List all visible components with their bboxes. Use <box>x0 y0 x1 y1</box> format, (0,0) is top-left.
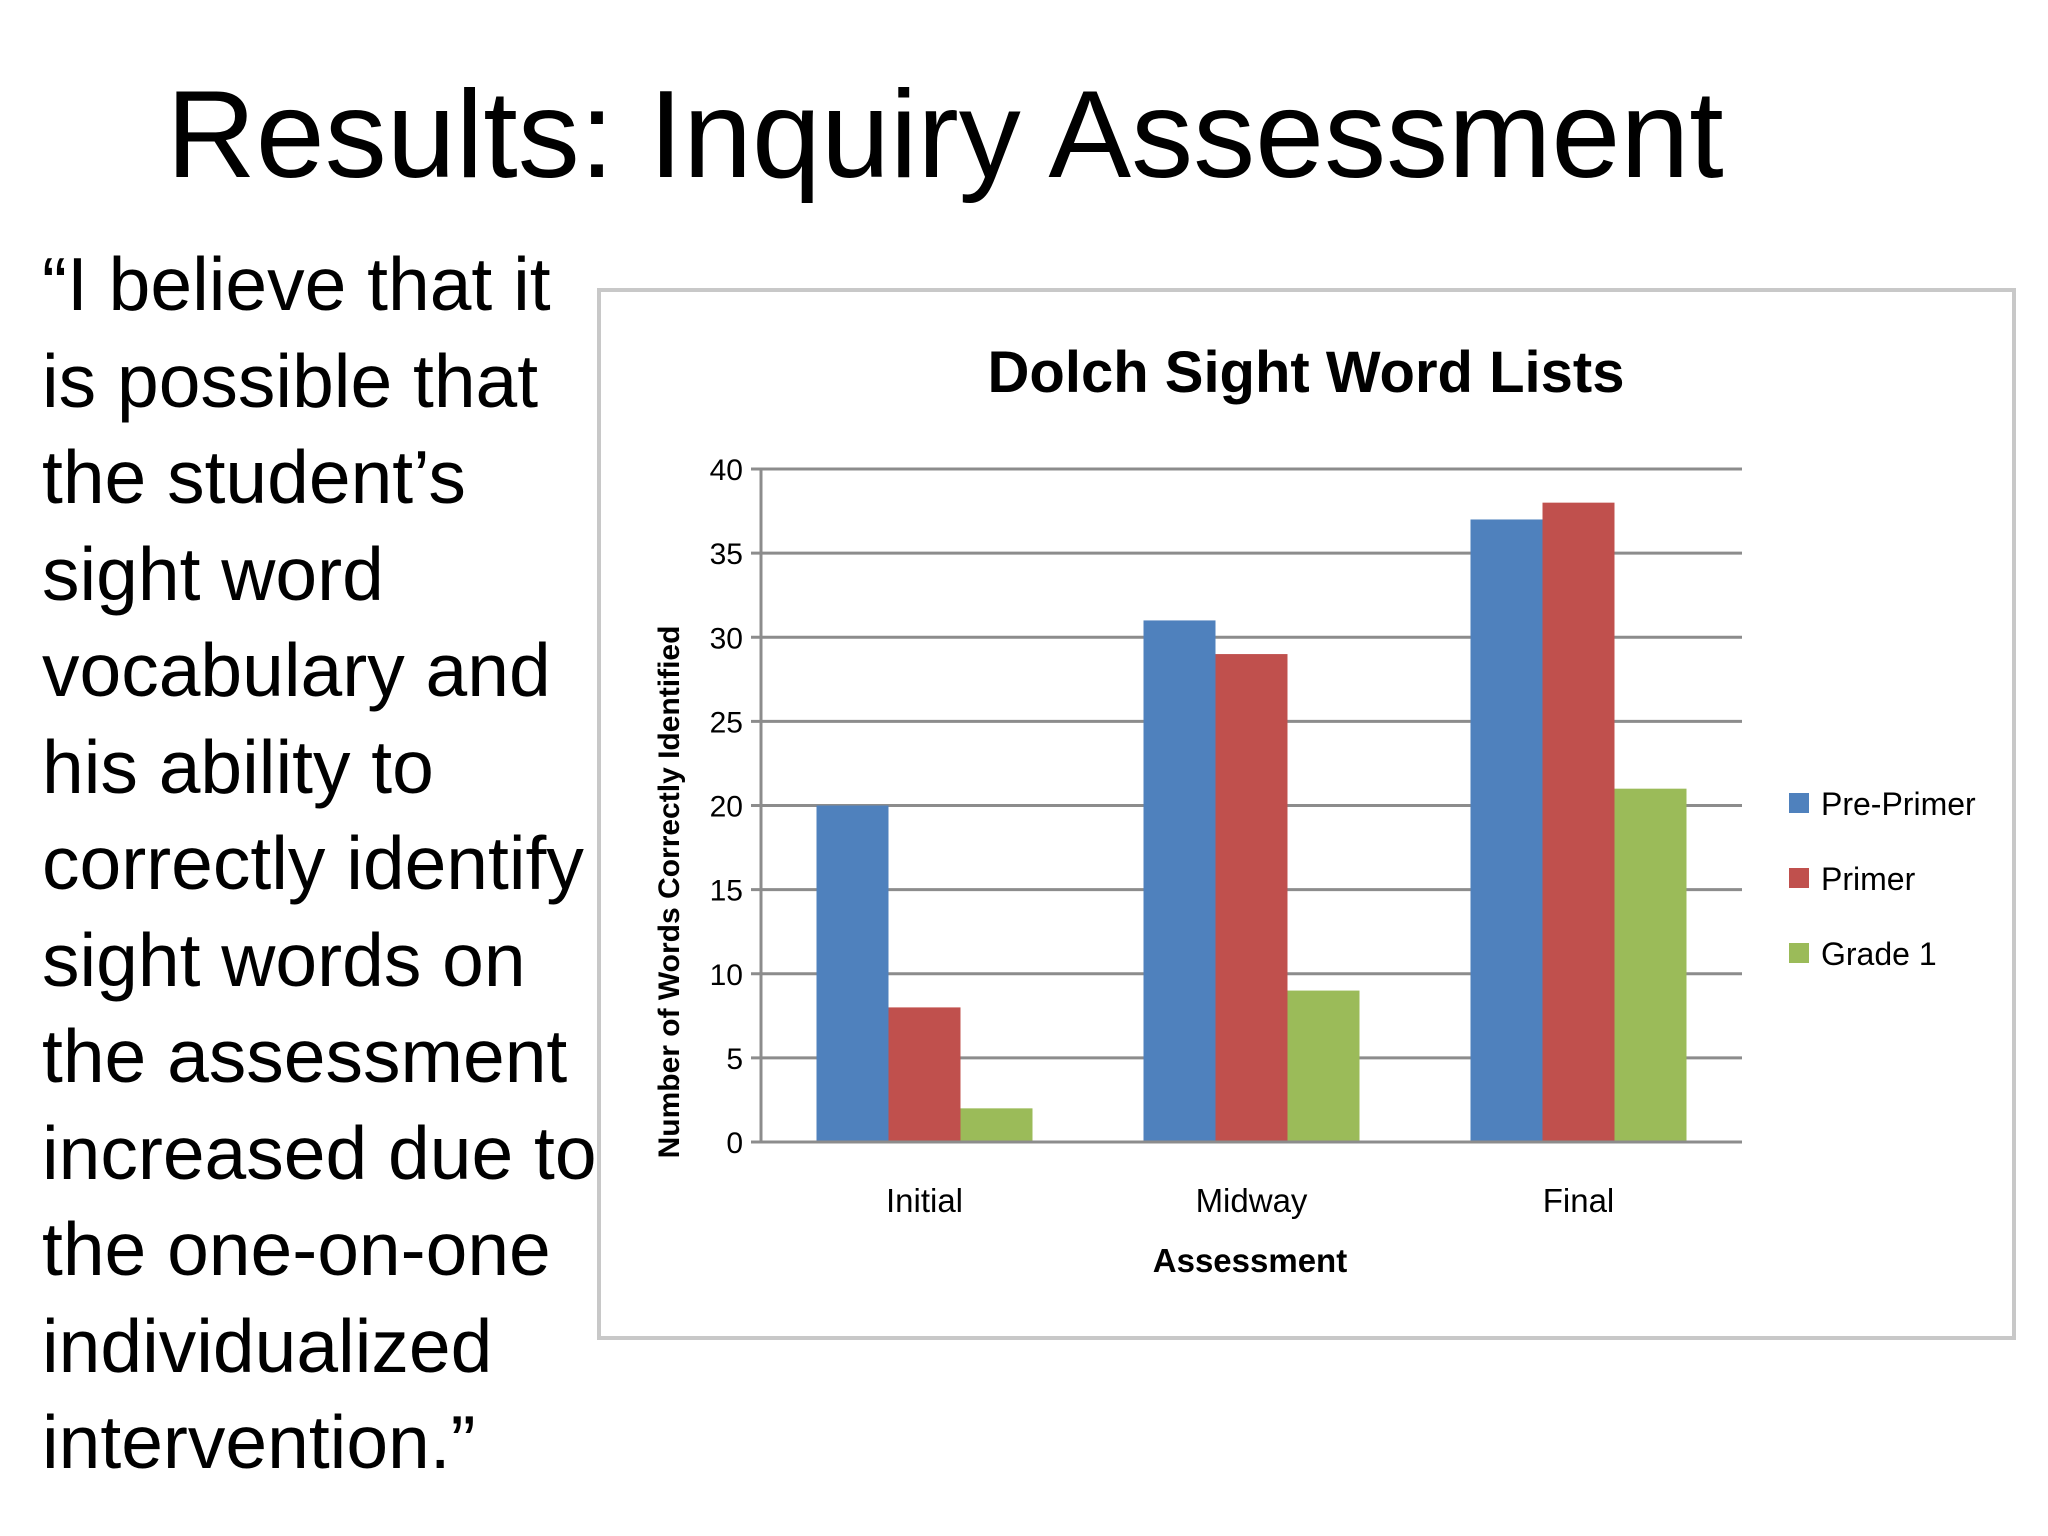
axes <box>751 467 1742 1144</box>
quote-line: increased due to <box>42 1110 597 1195</box>
bar-pre-primer-final <box>1470 519 1543 1142</box>
legend-swatch <box>1789 793 1809 813</box>
y-tick-label: 20 <box>710 791 743 824</box>
quote-text: “I believe that it is possible that the … <box>42 236 602 1491</box>
y-tick-labels: 0 5 10 15 20 25 30 35 40 <box>710 454 743 1160</box>
slide-title: Results: Inquiry Assessment <box>166 66 1724 204</box>
chart-title: Dolch Sight Word Lists <box>988 340 1625 405</box>
bar-grade-1-midway <box>1287 990 1360 1142</box>
quote-line: intervention.” <box>42 1400 476 1484</box>
y-tick-label: 30 <box>710 622 743 655</box>
legend-swatch <box>1789 943 1809 963</box>
quote-line: vocabulary and <box>42 628 551 712</box>
x-tick-labels: Initial Midway Final <box>886 1182 1614 1219</box>
bar-primer-initial <box>888 1007 961 1142</box>
quote-line: sight word <box>42 531 384 616</box>
y-tick-label: 25 <box>710 706 743 739</box>
legend: Pre-Primer Primer Grade 1 <box>1789 786 1976 972</box>
x-axis-label: Assessment <box>1153 1242 1347 1279</box>
y-tick-label: 10 <box>710 959 743 992</box>
quote-line: individualized <box>42 1303 493 1388</box>
legend-label: Pre-Primer <box>1821 786 1976 822</box>
quote-line: his ability to <box>42 724 434 809</box>
bars <box>816 502 1687 1142</box>
chart-frame: Dolch Sight Word Lists Number of Words C… <box>597 288 2016 1340</box>
y-tick-label: 40 <box>710 454 743 487</box>
quote-line: sight words on <box>42 917 526 1002</box>
bar-pre-primer-initial <box>816 805 889 1142</box>
y-tick-label: 15 <box>710 875 743 908</box>
y-tick-label: 5 <box>726 1043 743 1076</box>
quote-line: the assessment <box>42 1014 568 1098</box>
quote-line: is possible that <box>42 338 539 423</box>
x-tick-label: Final <box>1543 1182 1615 1219</box>
y-axis-label: Number of Words Correctly Identified <box>653 626 686 1159</box>
legend-swatch <box>1789 868 1809 888</box>
bar-primer-midway <box>1215 654 1288 1142</box>
bar-grade-1-initial <box>960 1108 1033 1142</box>
quote-line: correctly identify <box>42 821 584 905</box>
bar-grade-1-final <box>1614 788 1687 1142</box>
legend-label: Primer <box>1821 861 1916 897</box>
bar-chart: Dolch Sight Word Lists Number of Words C… <box>653 340 1976 1279</box>
bar-primer-final <box>1542 502 1615 1142</box>
quote-line: the student’s <box>42 435 466 519</box>
x-tick-label: Midway <box>1196 1182 1308 1219</box>
legend-label: Grade 1 <box>1821 936 1937 972</box>
quote-line: “I believe that it <box>42 242 551 326</box>
x-tick-label: Initial <box>886 1182 963 1219</box>
y-tick-label: 0 <box>726 1127 743 1160</box>
bar-pre-primer-midway <box>1143 620 1216 1142</box>
quote-line: the one-on-one <box>42 1207 551 1291</box>
y-tick-label: 35 <box>710 538 743 571</box>
